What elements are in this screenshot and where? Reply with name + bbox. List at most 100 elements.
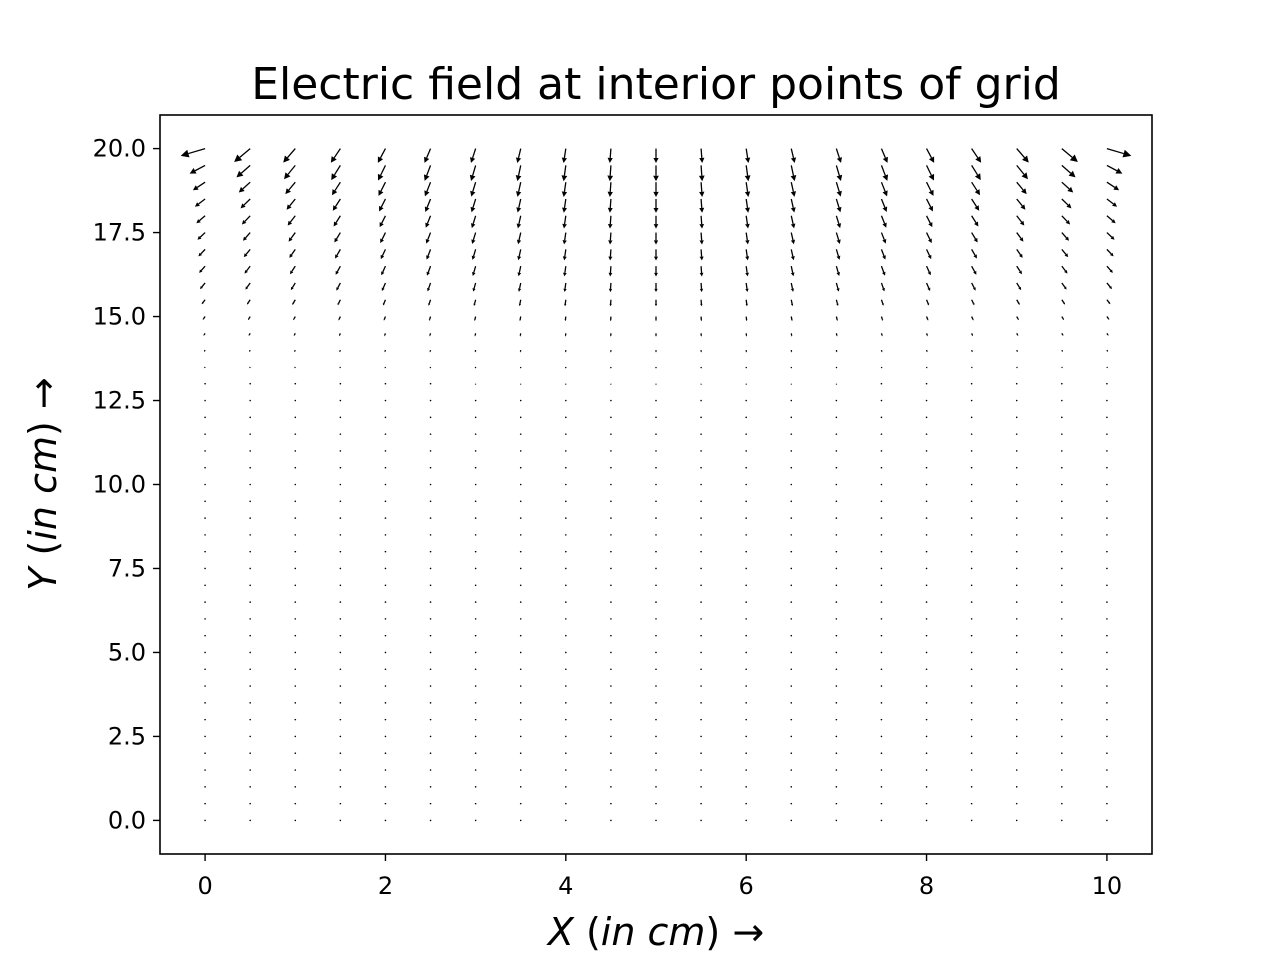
vector-dot — [610, 500, 612, 503]
vector-dot — [745, 534, 747, 536]
vector-dot — [745, 500, 747, 503]
field-arrow — [925, 181, 934, 196]
field-arrow — [338, 316, 341, 321]
vector-dot — [745, 517, 747, 519]
field-arrow — [835, 181, 842, 197]
vector-dot — [474, 786, 477, 788]
field-arrow — [880, 181, 888, 197]
vector-dot — [384, 769, 387, 771]
vector-dot — [610, 584, 612, 587]
field-arrow — [971, 249, 977, 259]
field-arrow — [880, 148, 888, 163]
vector-dot — [519, 752, 522, 755]
vector-dot — [835, 567, 838, 570]
field-arrow — [700, 366, 702, 369]
vector-dot — [1061, 718, 1063, 721]
field-arrow — [294, 349, 296, 353]
vector-dot — [1015, 685, 1018, 687]
vector-dot — [1061, 382, 1063, 385]
vector-dot — [384, 399, 387, 402]
vector-dot — [925, 601, 928, 603]
vector-dot — [970, 550, 973, 553]
vector-dot — [700, 718, 702, 721]
vector-dot — [519, 819, 522, 822]
field-arrow — [1106, 299, 1111, 305]
vector-dot — [384, 718, 387, 721]
field-arrow — [790, 333, 793, 337]
field-arrow — [1061, 349, 1064, 353]
vector-dot — [1106, 651, 1108, 654]
vector-dot — [384, 786, 387, 788]
field-arrow — [925, 333, 928, 337]
vector-dot — [565, 584, 567, 587]
vector-dot — [745, 416, 747, 419]
vector-dot — [565, 769, 567, 771]
field-arrow — [243, 248, 251, 258]
vector-dot — [1061, 416, 1063, 419]
field-arrow — [925, 265, 931, 276]
vector-dot — [204, 802, 206, 805]
field-arrow — [201, 299, 206, 305]
field-arrow — [428, 316, 432, 321]
vector-dot — [700, 450, 702, 452]
vector-dot — [519, 668, 522, 671]
vector-dot — [1106, 668, 1108, 671]
vector-dot — [790, 702, 793, 704]
field-arrow — [655, 316, 657, 322]
vector-dot — [970, 534, 973, 536]
vector-dot — [970, 819, 973, 822]
vector-dot — [1015, 483, 1018, 486]
vector-dot — [880, 466, 883, 469]
field-arrow — [469, 165, 477, 182]
vector-dot — [249, 466, 251, 469]
vector-dot — [700, 550, 702, 553]
vector-dot — [925, 618, 928, 620]
field-arrow — [790, 266, 795, 277]
vector-dot — [1106, 483, 1108, 486]
field-arrow — [699, 249, 704, 261]
vector-dot — [339, 601, 342, 603]
field-arrow — [287, 215, 296, 226]
field-arrow — [519, 333, 522, 337]
vector-dot — [249, 399, 251, 402]
field-arrow — [517, 266, 522, 277]
vector-dot — [204, 634, 206, 637]
vector-dot — [790, 483, 793, 486]
field-arrow — [925, 366, 928, 369]
vector-dot — [700, 517, 702, 519]
vector-dot — [745, 433, 747, 435]
vector-dot — [204, 517, 206, 519]
field-arrow — [880, 215, 887, 228]
vector-arrows — [180, 147, 1132, 822]
vector-dot — [970, 618, 973, 620]
field-arrow — [1106, 332, 1109, 336]
vector-dot — [835, 483, 838, 486]
vector-dot — [700, 399, 702, 402]
field-arrow — [880, 165, 889, 181]
vector-dot — [204, 416, 206, 419]
field-arrow — [284, 164, 296, 180]
vector-dot — [429, 534, 432, 536]
vector-dot — [835, 786, 838, 788]
vector-dot — [519, 483, 522, 486]
field-arrow — [379, 215, 387, 228]
vector-dot — [790, 735, 793, 738]
vector-dot — [1015, 786, 1018, 788]
vector-dot — [925, 483, 928, 486]
field-arrow — [202, 316, 206, 320]
vector-dot — [1106, 534, 1108, 536]
field-arrow — [1106, 147, 1132, 158]
x-tick-label: 4 — [558, 872, 573, 900]
vector-dot — [700, 567, 702, 570]
field-arrow — [519, 316, 522, 322]
vector-dot — [610, 618, 612, 620]
vector-dot — [384, 466, 387, 469]
field-arrow — [425, 215, 432, 228]
field-arrow — [241, 215, 251, 225]
vector-dot — [970, 601, 973, 603]
field-arrow — [880, 232, 887, 244]
vector-dot — [294, 466, 297, 469]
vector-dot — [384, 450, 387, 452]
vector-dot — [745, 769, 747, 771]
field-arrow — [288, 232, 296, 242]
